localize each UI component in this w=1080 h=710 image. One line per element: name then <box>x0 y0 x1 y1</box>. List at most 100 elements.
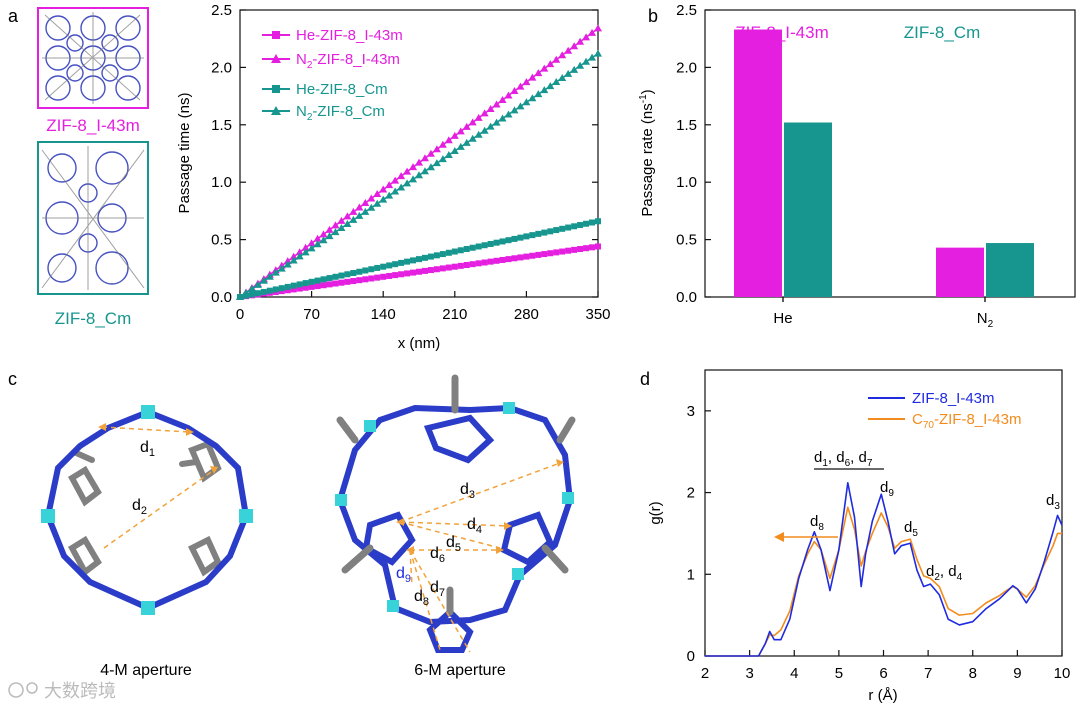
data-point <box>420 154 429 162</box>
data-point <box>374 264 381 271</box>
data-point <box>308 283 315 290</box>
y-tick-label: 0.0 <box>676 289 697 306</box>
data-point <box>498 114 507 122</box>
data-point <box>343 219 352 227</box>
data-point <box>374 274 381 281</box>
data-point <box>457 247 464 254</box>
y-tick-label: 0.0 <box>211 289 232 306</box>
data-point <box>462 138 471 146</box>
data-point <box>475 260 482 267</box>
distance-label-d7: d7 <box>430 579 445 599</box>
data-point <box>415 158 423 166</box>
peak-annotations: d1, d6, d7 d8 d9 d5 d2, d4 d3 <box>774 449 1060 583</box>
data-point <box>553 227 560 234</box>
data-point <box>398 259 405 266</box>
data-point <box>480 109 489 117</box>
data-point <box>248 291 255 298</box>
chart-b-category-he: He <box>773 310 792 327</box>
data-point <box>528 73 537 81</box>
data-point <box>595 218 601 225</box>
data-point <box>511 255 518 262</box>
y-tick-label: 2 <box>687 485 695 502</box>
data-point <box>277 264 286 272</box>
data-point <box>589 219 596 226</box>
data-point <box>510 87 519 95</box>
x-tick-label: 2 <box>701 665 709 682</box>
y-tick-label: 2.5 <box>676 2 697 19</box>
data-point <box>552 55 561 63</box>
data-point <box>337 224 346 232</box>
data-point <box>559 225 566 232</box>
legend-label-main: N <box>296 103 307 120</box>
data-point <box>386 262 393 269</box>
x-tick-label: 9 <box>1013 665 1021 682</box>
data-point <box>528 94 537 102</box>
bar <box>784 122 832 297</box>
data-point <box>486 122 495 130</box>
distance-label-d9: d9 <box>396 565 411 585</box>
data-point <box>588 28 597 36</box>
crystal-label-i43m: ZIF-8_I-43m <box>46 116 140 135</box>
peak-label-d3: d3 <box>1046 492 1060 512</box>
data-point <box>559 248 566 255</box>
data-point <box>582 57 591 65</box>
crystal-image-cm <box>37 141 149 295</box>
data-point <box>325 225 334 233</box>
legend-label-sub: 2 <box>307 112 313 123</box>
data-point <box>362 267 369 274</box>
data-point <box>284 287 291 294</box>
data-point <box>331 221 340 229</box>
data-point <box>320 282 327 289</box>
y-tick-label: 2.5 <box>211 2 232 19</box>
distance-label-d5: d5 <box>446 534 461 554</box>
data-point <box>259 276 268 284</box>
data-point <box>553 249 560 256</box>
data-point <box>582 33 591 41</box>
legend-label-rest: -ZIF-8_Cm <box>312 103 385 120</box>
bar <box>734 29 782 298</box>
data-point <box>290 286 297 293</box>
data-point <box>451 248 458 255</box>
svg-text:C70-ZIF-8_I-43m: C70-ZIF-8_I-43m <box>912 411 1021 431</box>
data-point <box>386 272 393 279</box>
data-point <box>540 64 549 72</box>
data-point <box>463 246 470 253</box>
data-point <box>463 262 470 269</box>
data-point <box>565 224 572 231</box>
data-point <box>421 267 428 274</box>
data-point <box>576 37 585 45</box>
chart-b-legend-cm: ZIF-8_Cm <box>904 23 981 42</box>
legend-label-rest: -ZIF-8_I-43m <box>312 51 400 68</box>
data-point <box>433 266 440 273</box>
aperture-4m-structure <box>41 405 253 615</box>
data-point <box>253 280 262 288</box>
x-tick-label: 10 <box>1054 665 1071 682</box>
data-point <box>499 238 506 245</box>
data-point <box>403 167 412 175</box>
data-point <box>493 257 500 264</box>
y-tick-label: 2.0 <box>676 59 697 76</box>
data-point <box>505 237 512 244</box>
data-point <box>576 61 585 69</box>
data-point <box>541 251 548 258</box>
data-point <box>517 234 524 241</box>
y-tick-label: 1.0 <box>211 174 232 191</box>
data-point <box>522 98 531 106</box>
data-point <box>529 252 536 259</box>
data-point <box>385 181 394 189</box>
chart-a-ylabel: Passage time (ns) <box>176 93 193 214</box>
peak-label-d9: d9 <box>880 479 894 499</box>
data-point <box>409 163 418 171</box>
y-tick-label: 0 <box>687 648 695 665</box>
data-point <box>397 172 406 180</box>
data-point <box>344 278 351 285</box>
data-point <box>295 252 304 260</box>
data-point <box>308 278 315 285</box>
data-point <box>278 285 285 292</box>
legend-label-main: N <box>296 51 307 68</box>
y-tick-label: 1 <box>687 566 695 583</box>
crystal-image-i43m <box>37 7 149 109</box>
data-point <box>505 256 512 263</box>
data-point <box>290 282 297 289</box>
data-point <box>444 151 453 159</box>
